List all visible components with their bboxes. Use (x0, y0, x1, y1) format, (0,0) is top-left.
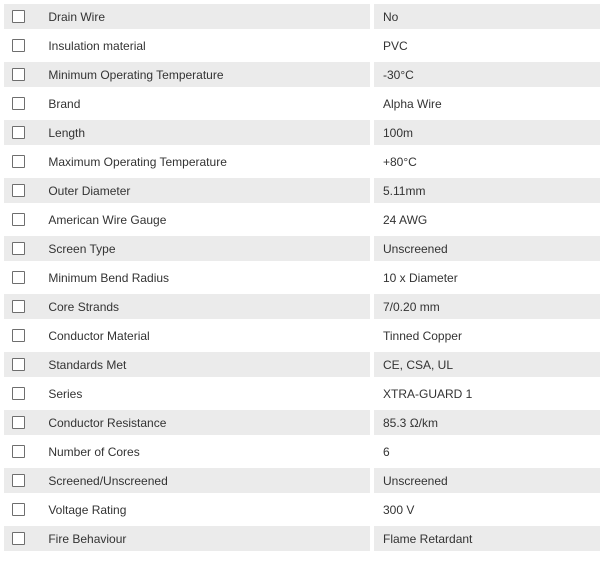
attribute-label-cell: Length (4, 120, 370, 145)
table-row: Standards Met CE, CSA, UL (4, 352, 600, 377)
attribute-label: Series (48, 386, 83, 401)
attribute-label: Fire Behaviour (48, 531, 127, 546)
row-checkbox[interactable] (12, 503, 25, 517)
attribute-label-cell: Standards Met (4, 352, 370, 377)
attribute-label: Brand (48, 96, 81, 111)
attribute-label-cell: Series (4, 381, 370, 406)
attribute-label: Standards Met (48, 357, 127, 372)
row-checkbox[interactable] (12, 445, 25, 459)
attribute-label-cell: Voltage Rating (4, 497, 370, 522)
row-checkbox[interactable] (12, 271, 25, 285)
attribute-label: American Wire Gauge (48, 212, 167, 227)
attribute-label-cell: Conductor Material (4, 323, 370, 348)
row-checkbox[interactable] (12, 213, 25, 227)
attribute-value: 7/0.20 mm (374, 294, 600, 319)
table-row: Voltage Rating 300 V (4, 497, 600, 522)
attribute-label: Length (48, 125, 86, 140)
table-row: Insulation material PVC (4, 33, 600, 58)
attribute-value: Flame Retardant (374, 526, 600, 551)
attribute-value: -30°C (374, 62, 600, 87)
row-checkbox[interactable] (12, 242, 25, 256)
attribute-value: 5.11mm (374, 178, 600, 203)
attribute-value: 10 x Diameter (374, 265, 600, 290)
table-row: Fire Behaviour Flame Retardant (4, 526, 600, 551)
table-row: Minimum Operating Temperature -30°C (4, 62, 600, 87)
attribute-label: Core Strands (48, 299, 120, 314)
row-checkbox[interactable] (12, 184, 25, 198)
attribute-label: Screened/Unscreened (48, 473, 168, 488)
row-checkbox[interactable] (12, 97, 25, 111)
table-row: Outer Diameter 5.11mm (4, 178, 600, 203)
attribute-value: Unscreened (374, 236, 600, 261)
attribute-label-cell: Brand (4, 91, 370, 116)
attribute-label: Outer Diameter (48, 183, 131, 198)
attribute-value: 300 V (374, 497, 600, 522)
table-row: Core Strands 7/0.20 mm (4, 294, 600, 319)
row-checkbox[interactable] (12, 532, 25, 546)
row-checkbox[interactable] (12, 358, 25, 372)
attribute-label-cell: Core Strands (4, 294, 370, 319)
table-row: Number of Cores 6 (4, 439, 600, 464)
attribute-value: PVC (374, 33, 600, 58)
row-checkbox[interactable] (12, 416, 25, 430)
table-row: Length 100m (4, 120, 600, 145)
attribute-label-cell: Insulation material (4, 33, 370, 58)
attribute-label: Screen Type (48, 241, 116, 256)
attribute-label-cell: Fire Behaviour (4, 526, 370, 551)
row-checkbox[interactable] (12, 329, 25, 343)
attribute-label-cell: Drain Wire (4, 4, 370, 29)
row-checkbox[interactable] (12, 387, 25, 401)
table-row: Conductor Resistance 85.3 Ω/km (4, 410, 600, 435)
row-checkbox[interactable] (12, 39, 25, 53)
attribute-label: Minimum Bend Radius (48, 270, 170, 285)
attribute-label-cell: Minimum Operating Temperature (4, 62, 370, 87)
attribute-value: Alpha Wire (374, 91, 600, 116)
row-checkbox[interactable] (12, 474, 25, 488)
row-checkbox[interactable] (12, 155, 25, 169)
attribute-label-cell: Screen Type (4, 236, 370, 261)
attribute-label: Number of Cores (48, 444, 140, 459)
attribute-value: No (374, 4, 600, 29)
attribute-label: Minimum Operating Temperature (48, 67, 224, 82)
attribute-label-cell: Conductor Resistance (4, 410, 370, 435)
attribute-value: 6 (374, 439, 600, 464)
attribute-value: CE, CSA, UL (374, 352, 600, 377)
attribute-value: XTRA-GUARD 1 (374, 381, 600, 406)
table-row: Minimum Bend Radius 10 x Diameter (4, 265, 600, 290)
row-checkbox[interactable] (12, 300, 25, 314)
attribute-label: Drain Wire (48, 9, 106, 24)
table-row: Maximum Operating Temperature +80°C (4, 149, 600, 174)
table-row: Brand Alpha Wire (4, 91, 600, 116)
table-row: Conductor Material Tinned Copper (4, 323, 600, 348)
row-checkbox[interactable] (12, 126, 25, 140)
table-row: Series XTRA-GUARD 1 (4, 381, 600, 406)
specs-table-body: Drain Wire No Insulation material PVC Mi… (4, 4, 600, 551)
attribute-label-cell: Minimum Bend Radius (4, 265, 370, 290)
attribute-label: Insulation material (48, 38, 146, 53)
attribute-label-cell: Number of Cores (4, 439, 370, 464)
attribute-value: 100m (374, 120, 600, 145)
row-checkbox[interactable] (12, 10, 25, 24)
table-row: Drain Wire No (4, 4, 600, 29)
table-row: American Wire Gauge 24 AWG (4, 207, 600, 232)
attribute-value: Unscreened (374, 468, 600, 493)
attribute-value: +80°C (374, 149, 600, 174)
attribute-label: Maximum Operating Temperature (48, 154, 227, 169)
row-checkbox[interactable] (12, 68, 25, 82)
attribute-value: Tinned Copper (374, 323, 600, 348)
attribute-label-cell: Outer Diameter (4, 178, 370, 203)
attribute-label-cell: American Wire Gauge (4, 207, 370, 232)
attribute-label: Voltage Rating (48, 502, 127, 517)
attribute-label: Conductor Material (48, 328, 150, 343)
attribute-label-cell: Maximum Operating Temperature (4, 149, 370, 174)
attribute-value: 85.3 Ω/km (374, 410, 600, 435)
table-row: Screen Type Unscreened (4, 236, 600, 261)
attribute-label: Conductor Resistance (48, 415, 167, 430)
attribute-value: 24 AWG (374, 207, 600, 232)
attribute-label-cell: Screened/Unscreened (4, 468, 370, 493)
table-row: Screened/Unscreened Unscreened (4, 468, 600, 493)
